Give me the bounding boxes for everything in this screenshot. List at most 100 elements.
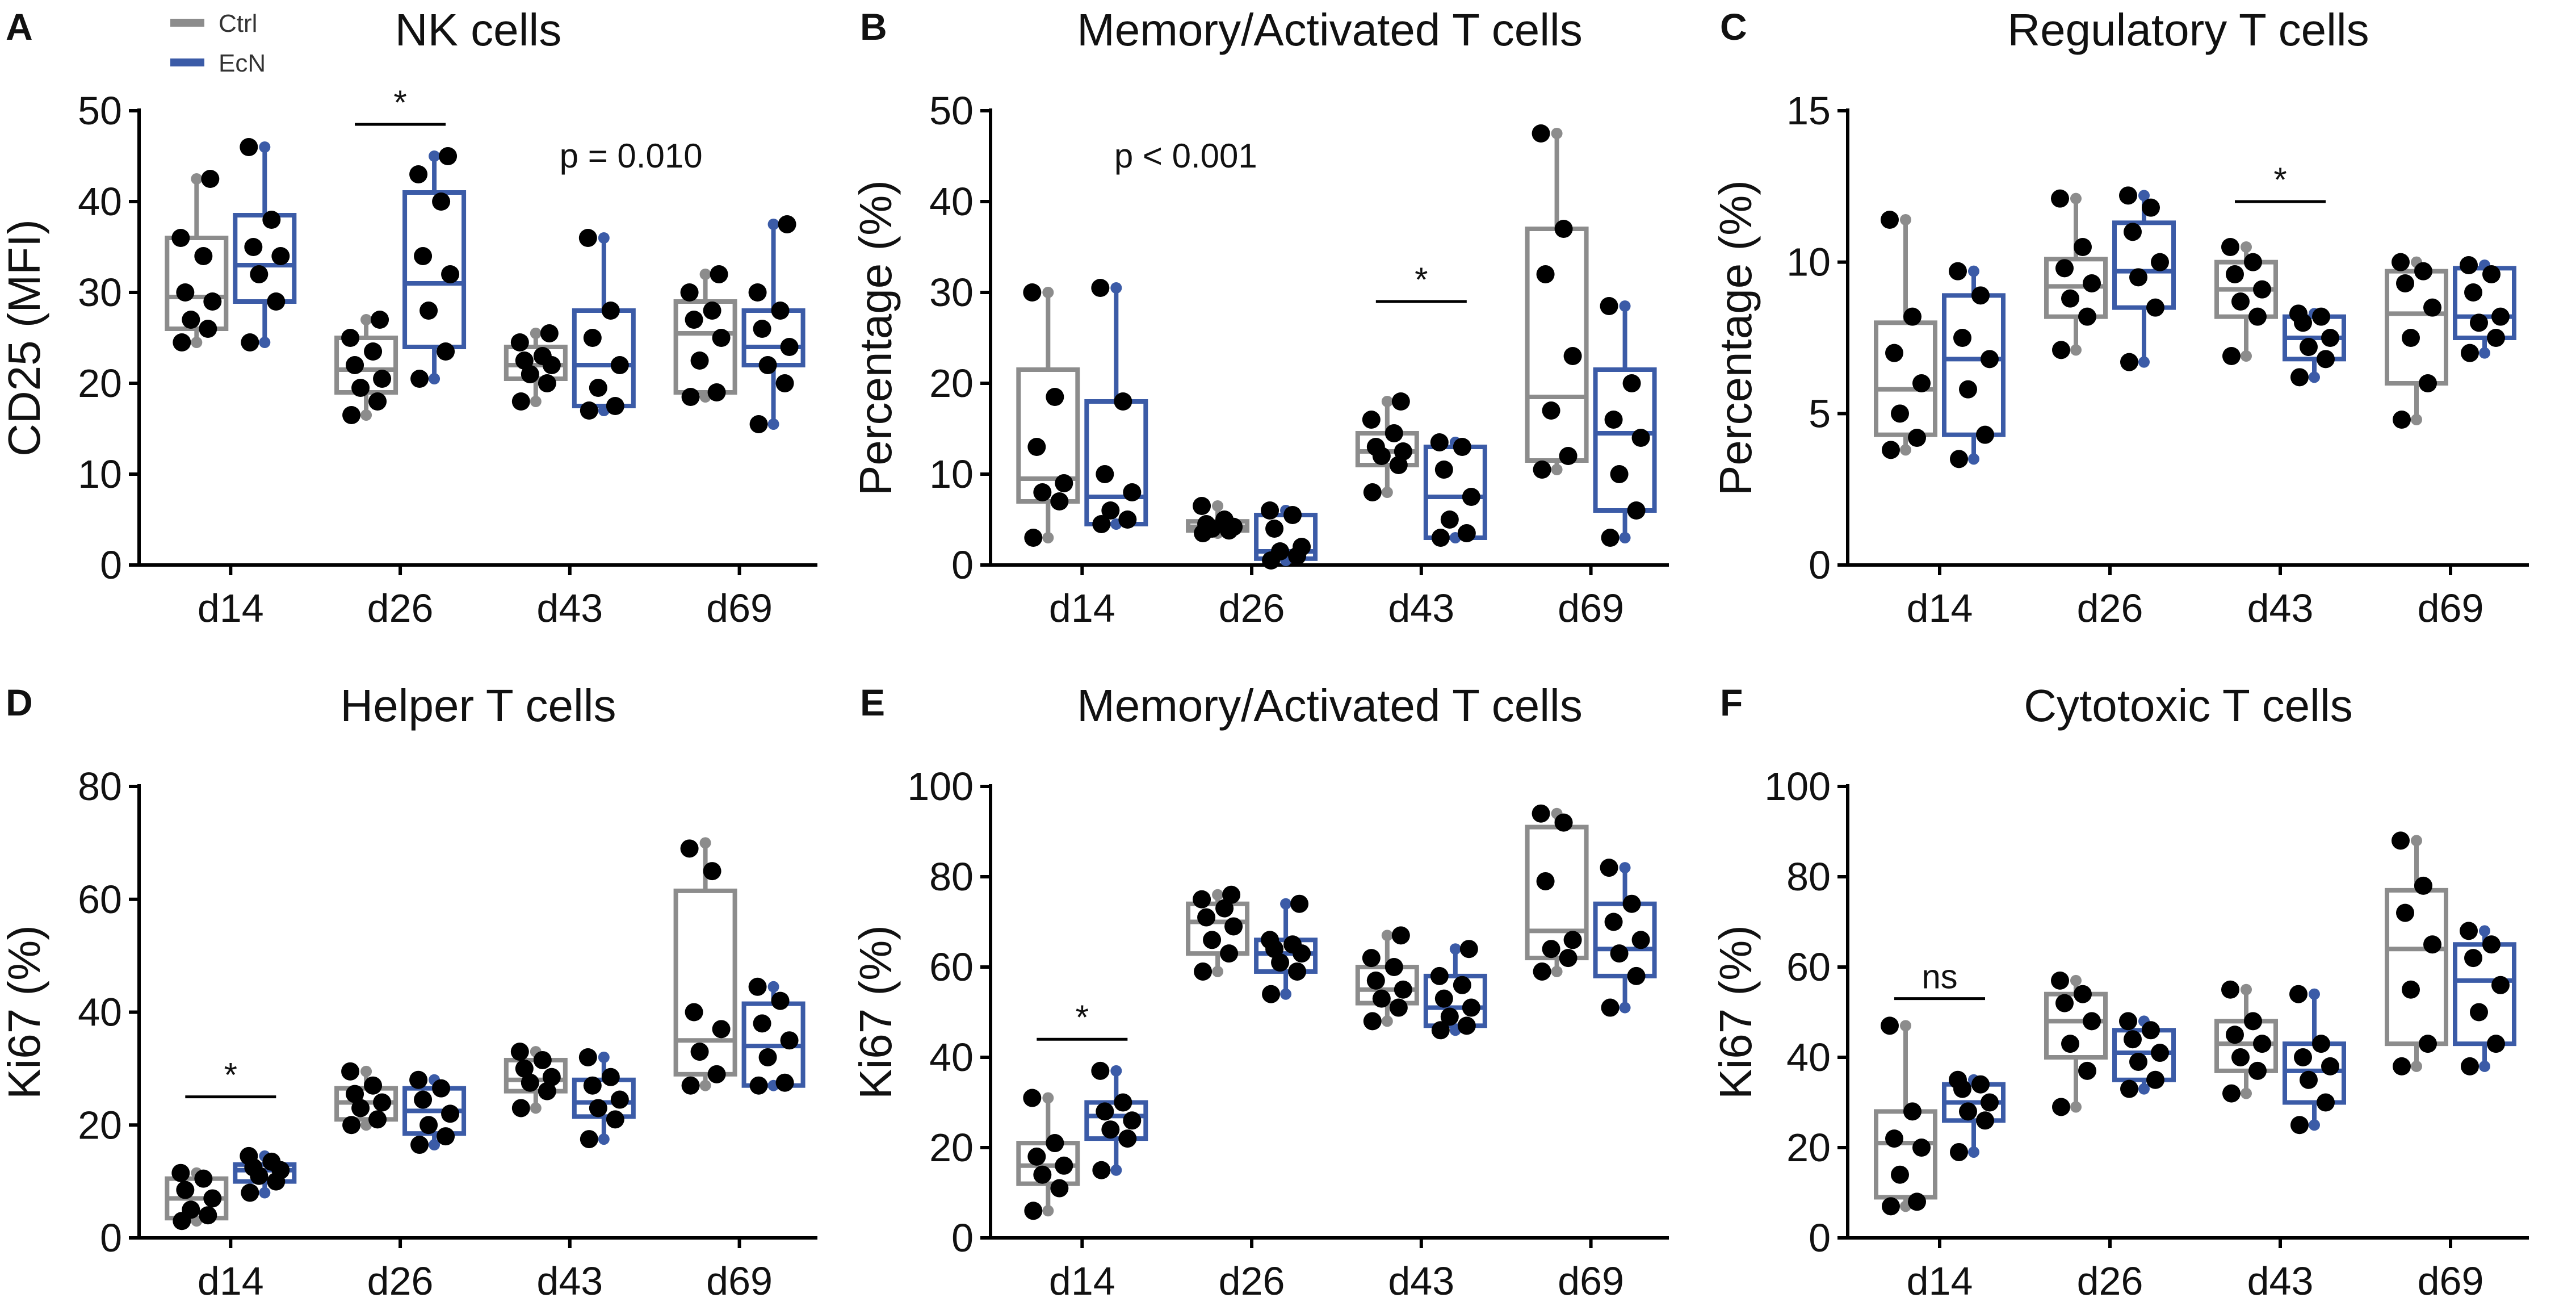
series-ecn — [1084, 279, 1657, 570]
data-point — [1046, 388, 1064, 406]
data-point — [1055, 1156, 1073, 1175]
y-tick-label: 40 — [78, 179, 122, 224]
whisker-cap-lower — [1619, 1002, 1631, 1014]
box-ecn-d26 — [402, 1070, 467, 1154]
data-point — [753, 320, 771, 338]
whisker-cap-upper — [360, 314, 372, 325]
data-point — [2074, 985, 2092, 1003]
box-ecn-d14 — [1942, 1070, 2006, 1161]
box-ctrl-d14 — [1016, 283, 1080, 547]
data-point — [2300, 1070, 2318, 1089]
y-axis-label: CD25 (MFI) — [0, 219, 49, 457]
data-point — [203, 1189, 222, 1208]
series-ecn — [1942, 922, 2516, 1161]
whisker-cap-lower — [1110, 1164, 1122, 1176]
data-point — [2124, 1030, 2142, 1049]
y-axis-label: Ki67 (%) — [850, 925, 901, 1099]
data-point — [749, 415, 768, 433]
data-point — [690, 351, 709, 370]
data-point — [414, 247, 433, 265]
data-point — [2244, 1012, 2262, 1031]
data-point — [1891, 1165, 1909, 1184]
data-point — [1457, 524, 1476, 542]
whisker-cap-upper — [1042, 287, 1054, 298]
data-point — [2290, 368, 2309, 387]
data-point — [351, 379, 370, 397]
data-point — [703, 862, 721, 881]
data-point — [2289, 304, 2308, 323]
data-point — [521, 1073, 539, 1092]
data-point — [171, 229, 190, 247]
data-point — [2393, 411, 2411, 429]
y-tick-label: 0 — [1809, 1216, 1831, 1260]
data-point — [515, 1059, 534, 1078]
data-point — [2294, 1048, 2312, 1066]
data-point — [2392, 831, 2410, 850]
data-point — [1027, 438, 1046, 456]
data-point — [2464, 949, 2482, 968]
data-point — [1362, 949, 1381, 968]
data-point — [780, 1031, 799, 1050]
whisker-cap-lower — [2070, 344, 2082, 356]
data-point — [1563, 931, 1582, 949]
data-point — [419, 1116, 438, 1135]
box-ctrl-d26 — [334, 1062, 398, 1135]
data-point — [2312, 307, 2330, 326]
data-point — [2487, 329, 2505, 347]
data-point — [342, 406, 361, 424]
whisker-cap-lower — [1551, 464, 1563, 475]
whisker-cap-upper — [699, 837, 711, 849]
box-ctrl-d43 — [2214, 238, 2278, 365]
data-point — [1193, 497, 1211, 515]
data-point — [1554, 813, 1573, 832]
data-point — [1559, 949, 1578, 968]
data-point — [1440, 1007, 1459, 1026]
data-point — [2491, 307, 2510, 326]
data-point — [414, 1090, 433, 1109]
data-point — [1431, 1021, 1450, 1040]
data-point — [1453, 438, 1471, 456]
data-point — [1604, 411, 1623, 429]
data-point — [2120, 353, 2138, 371]
data-point — [2051, 971, 2069, 990]
box-ctrl-d26 — [334, 311, 398, 424]
panel-label: F — [1720, 681, 1743, 723]
data-point — [1215, 899, 1234, 918]
data-point — [1885, 1129, 1903, 1148]
data-point — [1283, 935, 1302, 954]
whisker-cap-lower — [2309, 1119, 2320, 1131]
data-point — [681, 388, 700, 406]
panel-c: C Regulatory T cells Percentage (%) 0 5 10 15 d… — [1710, 5, 2529, 630]
significance-label: * — [393, 83, 406, 122]
data-point — [373, 1093, 392, 1112]
x-tick-label: d14 — [1907, 586, 1973, 630]
data-point — [610, 356, 629, 374]
data-point — [703, 302, 721, 320]
data-point — [1091, 279, 1110, 297]
data-point — [2419, 374, 2437, 392]
whisker-cap-upper — [699, 269, 711, 280]
data-point — [364, 1076, 383, 1095]
x-tick-label: d69 — [2418, 1259, 2484, 1303]
box-ctrl-d14 — [1874, 1016, 1937, 1216]
data-point — [1224, 917, 1243, 936]
x-tick-label: d43 — [1388, 586, 1454, 630]
box-ctrl-d14 — [165, 1163, 229, 1231]
data-point — [1604, 913, 1623, 931]
data-point — [1261, 931, 1279, 949]
box-ecn-d26 — [2112, 1012, 2176, 1098]
data-point — [409, 165, 428, 183]
data-point — [1532, 124, 1550, 143]
box-iqr — [402, 190, 467, 349]
data-point — [707, 1065, 726, 1083]
x-tick-label: d43 — [536, 1259, 603, 1303]
whisker-cap-upper — [1900, 1020, 1911, 1032]
p-value-label: p < 0.001 — [1114, 137, 1257, 175]
data-point — [1881, 1016, 1899, 1035]
panel-a: A NK cells CD25 (MFI) 0 10 20 30 40 50 d14 d26 d43 d… — [0, 5, 817, 630]
box-iqr — [1593, 367, 1657, 513]
data-point — [1033, 483, 1052, 501]
data-point — [1903, 1102, 1921, 1121]
data-point — [241, 1183, 259, 1202]
data-point — [1091, 1061, 1110, 1080]
